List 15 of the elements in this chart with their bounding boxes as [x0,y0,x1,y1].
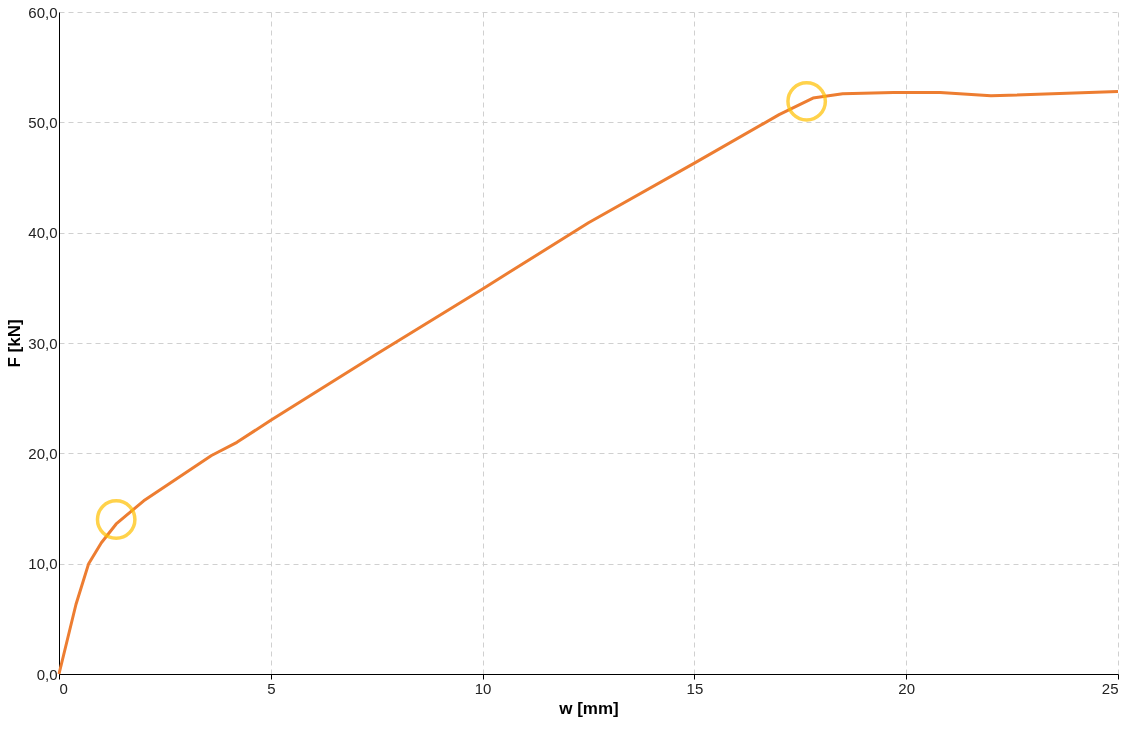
x-tick-label: 5 [267,679,276,697]
y-tick-label: 40,0 [28,224,58,242]
x-tick-label: 20 [898,679,916,697]
x-tick-label: 15 [686,679,704,697]
y-tick-label: 30,0 [28,334,58,352]
y-tick-label: 10,0 [28,555,58,573]
x-axis-title: w [mm] [558,698,619,718]
y-tick-label: 0,0 [36,665,58,683]
x-tick-label: 10 [474,679,492,697]
x-tick-label: 25 [1101,679,1119,697]
y-tick-label: 50,0 [28,113,58,131]
y-tick-label: 20,0 [28,444,58,462]
y-axis-title: F [kN] [5,319,25,368]
x-tick-label: 0 [59,679,68,697]
y-tick-label: 60,0 [28,3,58,21]
